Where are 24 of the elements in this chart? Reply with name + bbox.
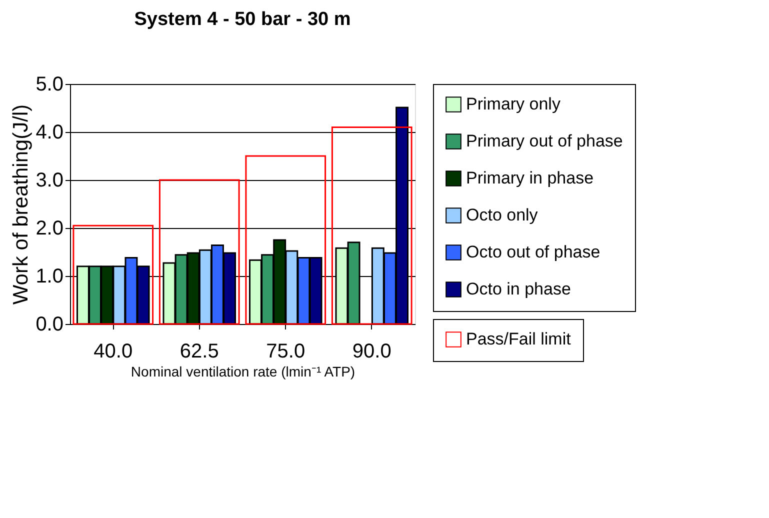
legend-label: Octo in phase (466, 280, 571, 298)
x-tick-label: 75.0 (266, 340, 306, 362)
bar (158, 179, 240, 325)
x-tick-label: 90.0 (352, 340, 392, 362)
x-axis-title: Nominal ventilation rate (lmin⁻¹ ATP) (130, 364, 356, 380)
legend-label: Primary in phase (466, 168, 594, 188)
x-tick-label: 62.5 (180, 340, 219, 362)
bar (72, 224, 154, 325)
y-tick-label: 5.0 (36, 74, 64, 96)
x-tick-label: 40.0 (94, 340, 133, 362)
y-tick-label: 0.0 (36, 314, 64, 336)
y-tick-label: 4.0 (36, 122, 64, 144)
legend-label: Pass/Fail limit (466, 330, 572, 348)
legend-label: Octo out of phase (466, 242, 600, 262)
y-tick-label: 2.0 (36, 218, 64, 240)
chart-title: System 4 - 50 bar - 30 m (134, 9, 351, 30)
bar (331, 126, 412, 325)
legend-label: Primary out of phase (466, 132, 623, 150)
y-axis-title: Work of breathing(J/l) (10, 104, 33, 305)
y-tick-label: 3.0 (36, 170, 64, 192)
legend-label: Primary only (466, 94, 561, 114)
bar (245, 155, 326, 325)
y-tick-label: 1.0 (36, 266, 64, 288)
legend-label: Octo only (466, 206, 538, 224)
